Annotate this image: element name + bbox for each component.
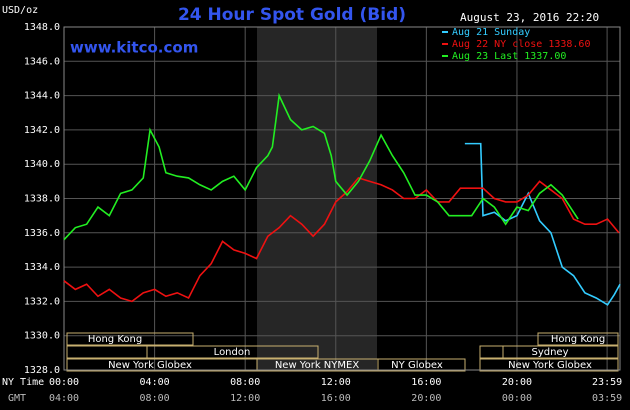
session-box (66, 345, 148, 359)
x-row-label: GMT (8, 393, 26, 404)
session-box (479, 345, 504, 359)
x-tick-label-gmt: 08:00 (140, 393, 170, 404)
session-label: Sydney (531, 347, 568, 358)
y-unit: USD/oz (2, 5, 38, 16)
y-tick-label: 1348.0 (24, 22, 60, 33)
y-tick-label: 1334.0 (24, 262, 60, 273)
y-tick-label: 1338.0 (24, 194, 60, 205)
y-tick-label: 1340.0 (24, 159, 60, 170)
legend-label: Aug 23 Last 1337.00 (452, 51, 566, 62)
session-label: London (214, 347, 251, 358)
site-label: www.kitco.com (70, 39, 198, 57)
legend-label: Aug 21 Sunday (452, 27, 530, 38)
x-tick-label-gmt: 20:00 (411, 393, 441, 404)
series-line (63, 176, 620, 303)
chart-title: 24 Hour Spot Gold (Bid) (178, 5, 406, 25)
plot-frame (63, 26, 621, 371)
x-tick-label: 16:00 (411, 377, 441, 388)
x-tick-label: 00:00 (49, 377, 79, 388)
x-tick-label-gmt: 04:00 (49, 393, 79, 404)
x-tick-label-gmt: 12:00 (230, 393, 260, 404)
session-label: Hong Kong (551, 334, 605, 345)
date-label: August 23, 2016 22:20 (460, 11, 599, 24)
x-tick-label: 23:59 (592, 377, 622, 388)
legend-label: Aug 22 NY close 1338.60 (452, 39, 590, 50)
session-label: NY Globex (391, 360, 443, 371)
y-tick-label: 1330.0 (24, 331, 60, 342)
x-tick-label: 04:00 (140, 377, 170, 388)
series-line (464, 142, 621, 306)
session-box (502, 345, 619, 359)
x-tick-label-gmt: 16:00 (321, 393, 351, 404)
x-tick-label-gmt: 00:00 (502, 393, 532, 404)
x-tick-label-gmt: 03:59 (592, 393, 622, 404)
session-box (146, 345, 319, 359)
x-tick-label: 12:00 (321, 377, 351, 388)
y-tick-label: 1342.0 (24, 125, 60, 136)
x-tick-label: 08:00 (230, 377, 260, 388)
y-tick-label: 1344.0 (24, 91, 60, 102)
session-box (537, 332, 619, 346)
session-box (479, 358, 619, 372)
session-label: Hong Kong (88, 334, 142, 345)
y-tick-label: 1328.0 (24, 365, 60, 376)
x-tick-label: 20:00 (502, 377, 532, 388)
y-tick-label: 1332.0 (24, 296, 60, 307)
y-tick-label: 1346.0 (24, 56, 60, 67)
sessions: Hong Kong London New York Globex New Yor… (66, 332, 619, 372)
session-box (66, 332, 194, 346)
session-label: New York Globex (108, 360, 192, 371)
session-label: New York Globex (508, 360, 592, 371)
x-row-label: NY Time (2, 377, 44, 388)
session-label: New York NYMEX (275, 360, 360, 371)
series-line (63, 92, 579, 241)
y-tick-label: 1336.0 (24, 228, 60, 239)
session-box (377, 358, 466, 372)
